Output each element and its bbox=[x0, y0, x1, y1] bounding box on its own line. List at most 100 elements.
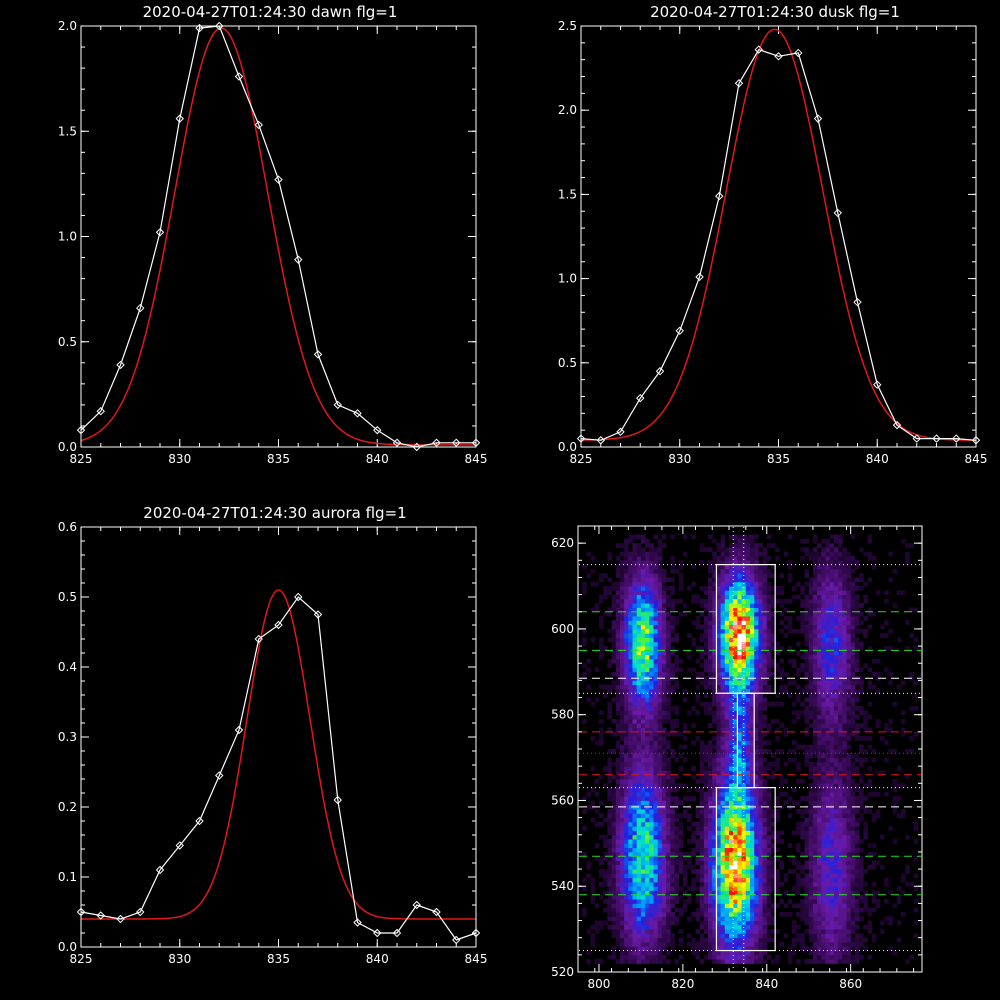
heatmap-cell bbox=[854, 770, 860, 776]
dusk-data-point bbox=[892, 420, 902, 430]
heatmap-cell bbox=[758, 890, 763, 896]
heatmap-cell bbox=[657, 843, 663, 848]
heatmap-cell bbox=[754, 766, 759, 771]
heatmap-cell bbox=[645, 616, 650, 621]
heatmap-cell bbox=[649, 731, 654, 737]
heatmap-cell bbox=[724, 873, 730, 879]
heatmap-cell bbox=[712, 663, 717, 668]
heatmap-cell bbox=[682, 757, 688, 763]
heatmap-cell bbox=[687, 633, 692, 638]
heatmap-cell bbox=[720, 942, 726, 947]
heatmap-cell bbox=[821, 774, 826, 780]
heatmap-cell bbox=[661, 907, 667, 913]
heatmap-cell bbox=[829, 873, 835, 879]
heatmap-cell bbox=[674, 873, 680, 879]
heatmap-cell bbox=[737, 843, 742, 848]
heatmap-cell bbox=[691, 912, 696, 917]
heatmap-cell bbox=[733, 886, 738, 891]
heatmap-cell bbox=[649, 894, 654, 900]
heatmap-cell bbox=[821, 624, 826, 630]
heatmap-cell bbox=[850, 821, 856, 827]
heatmap-cell bbox=[859, 839, 864, 844]
heatmap-cell bbox=[712, 869, 717, 874]
heatmap-cell bbox=[833, 714, 839, 720]
heatmap-cell bbox=[620, 719, 625, 724]
aurora-data-point bbox=[254, 634, 263, 644]
heatmap-cell bbox=[628, 779, 633, 784]
heatmap-cell bbox=[800, 937, 805, 943]
heatmap-cell bbox=[796, 641, 801, 647]
heatmap-cell bbox=[846, 920, 852, 926]
heatmap-cell bbox=[846, 594, 852, 600]
heatmap-cell bbox=[615, 689, 621, 694]
heatmap-cell bbox=[737, 950, 742, 956]
heatmap-cell bbox=[766, 641, 772, 647]
heatmap-cell bbox=[913, 899, 919, 904]
heatmap-cell bbox=[846, 847, 852, 853]
heatmap-cell bbox=[871, 899, 877, 904]
heatmap-cell bbox=[808, 697, 814, 703]
heatmap-cell bbox=[733, 890, 738, 896]
heatmap-cell bbox=[850, 667, 856, 673]
heatmap-cell bbox=[649, 796, 654, 801]
heatmap-cell bbox=[737, 590, 742, 595]
heatmap-cell bbox=[624, 830, 629, 836]
heatmap-cell bbox=[838, 590, 843, 595]
heatmap-cell bbox=[867, 783, 873, 788]
heatmap-cell bbox=[846, 929, 852, 934]
heatmap-cell bbox=[741, 710, 747, 716]
heatmap-cell bbox=[724, 624, 730, 630]
heatmap-cell bbox=[624, 761, 629, 767]
heatmap-cell bbox=[703, 701, 709, 707]
heatmap-cell bbox=[762, 697, 768, 703]
heatmap-cell bbox=[661, 942, 667, 947]
heatmap-cell bbox=[666, 856, 671, 861]
heatmap-cell bbox=[884, 791, 889, 797]
heatmap-cell bbox=[733, 933, 738, 939]
heatmap-cell bbox=[846, 671, 852, 677]
heatmap-cell bbox=[645, 770, 650, 776]
heatmap-cell bbox=[741, 650, 747, 656]
heatmap-cell bbox=[703, 929, 709, 934]
heatmap-cell bbox=[674, 894, 680, 900]
heatmap-cell bbox=[808, 916, 814, 921]
heatmap-cell bbox=[859, 620, 864, 625]
heatmap-cell bbox=[808, 701, 814, 707]
heatmap-cell bbox=[833, 766, 839, 771]
heatmap-cell bbox=[737, 624, 742, 630]
heatmap-cell bbox=[611, 813, 617, 818]
heatmap-cell bbox=[729, 916, 734, 921]
heatmap-cell bbox=[833, 723, 839, 728]
heatmap-cell bbox=[628, 864, 633, 870]
heatmap-cell bbox=[758, 719, 763, 724]
heatmap-cell bbox=[703, 804, 709, 810]
heatmap-cell bbox=[859, 779, 864, 784]
heatmap-cell bbox=[842, 843, 847, 848]
heatmap-cell bbox=[766, 607, 772, 613]
heatmap-cell bbox=[720, 620, 726, 625]
heatmap-cell bbox=[754, 796, 759, 801]
heatmap-cell bbox=[674, 783, 680, 788]
heatmap-cell bbox=[615, 924, 621, 930]
heatmap-cell bbox=[817, 933, 822, 939]
heatmap-cell bbox=[867, 611, 873, 617]
heatmap-cell bbox=[737, 821, 742, 827]
heatmap-cell bbox=[674, 890, 680, 896]
heatmap-cell bbox=[846, 912, 852, 917]
heatmap-cell bbox=[745, 744, 751, 750]
heatmap-cell bbox=[867, 924, 873, 930]
heatmap-cell bbox=[804, 851, 810, 857]
heatmap-cell bbox=[661, 624, 667, 630]
heatmap-cell bbox=[758, 701, 763, 707]
heatmap-cell bbox=[678, 907, 684, 913]
heatmap-cell bbox=[783, 731, 789, 737]
heatmap-cell bbox=[817, 924, 822, 930]
heatmap-cell bbox=[699, 761, 705, 767]
heatmap-cell bbox=[829, 689, 835, 694]
heatmap-cell bbox=[737, 890, 742, 896]
heatmap-cell bbox=[825, 851, 831, 857]
heatmap-cell bbox=[812, 946, 818, 951]
heatmap-cell bbox=[850, 637, 856, 643]
heatmap-cell bbox=[678, 766, 684, 771]
